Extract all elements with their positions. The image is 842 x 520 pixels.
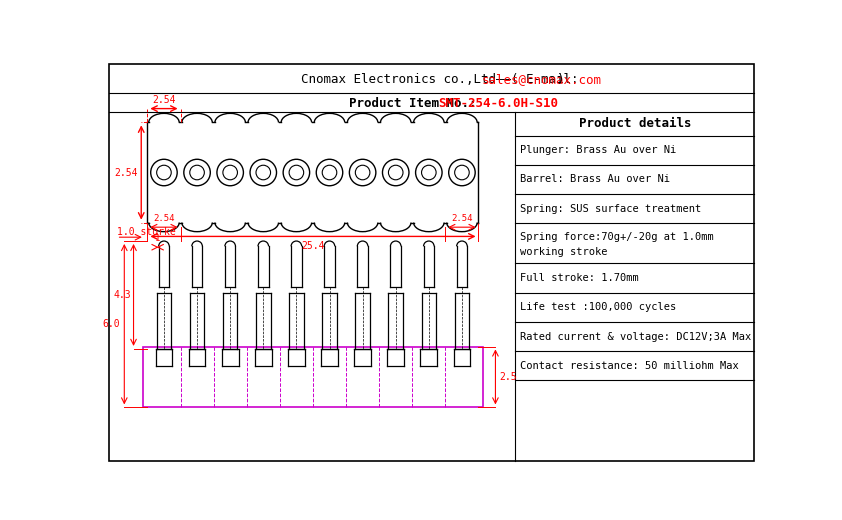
Bar [143,346,483,407]
Text: Rated current & voltage: DC12V;3A Max: Rated current & voltage: DC12V;3A Max [520,332,751,342]
Text: Barrel: Brass Au over Ni: Barrel: Brass Au over Ni [520,174,670,185]
Text: 4.3: 4.3 [114,290,131,300]
Text: ): ) [557,73,564,86]
Text: 6.0: 6.0 [103,319,120,329]
Text: Plunger: Brass Au over Ni: Plunger: Brass Au over Ni [520,145,676,155]
Text: 2.54: 2.54 [153,214,174,223]
Text: 2.54: 2.54 [152,95,176,105]
Text: 2.5: 2.5 [499,372,517,382]
Text: Full stroke: 1.70mm: Full stroke: 1.70mm [520,273,639,283]
Text: 25.4: 25.4 [301,241,325,251]
Text: sales@cnomax.com: sales@cnomax.com [482,73,601,86]
Text: Spring force:70g+/-20g at 1.0mm: Spring force:70g+/-20g at 1.0mm [520,231,714,242]
Text: working stroke: working stroke [520,247,608,257]
Text: 1.0 storke: 1.0 storke [116,227,175,237]
Text: SMT-254-6.0H-S10: SMT-254-6.0H-S10 [439,97,558,110]
Text: 1: 1 [155,235,160,243]
Text: Product details: Product details [578,118,691,131]
Text: Contact resistance: 50 milliohm Max: Contact resistance: 50 milliohm Max [520,361,738,371]
Text: 2.54: 2.54 [114,167,137,177]
Text: Product Item No.:: Product Item No.: [349,97,491,110]
Text: Spring: SUS surface treatment: Spring: SUS surface treatment [520,204,701,214]
Text: Cnomax Electronics co.,Ltd——( E-mail:: Cnomax Electronics co.,Ltd——( E-mail: [301,73,586,86]
Text: 2.54: 2.54 [451,214,472,223]
Text: Life test :100,000 cycles: Life test :100,000 cycles [520,302,676,312]
